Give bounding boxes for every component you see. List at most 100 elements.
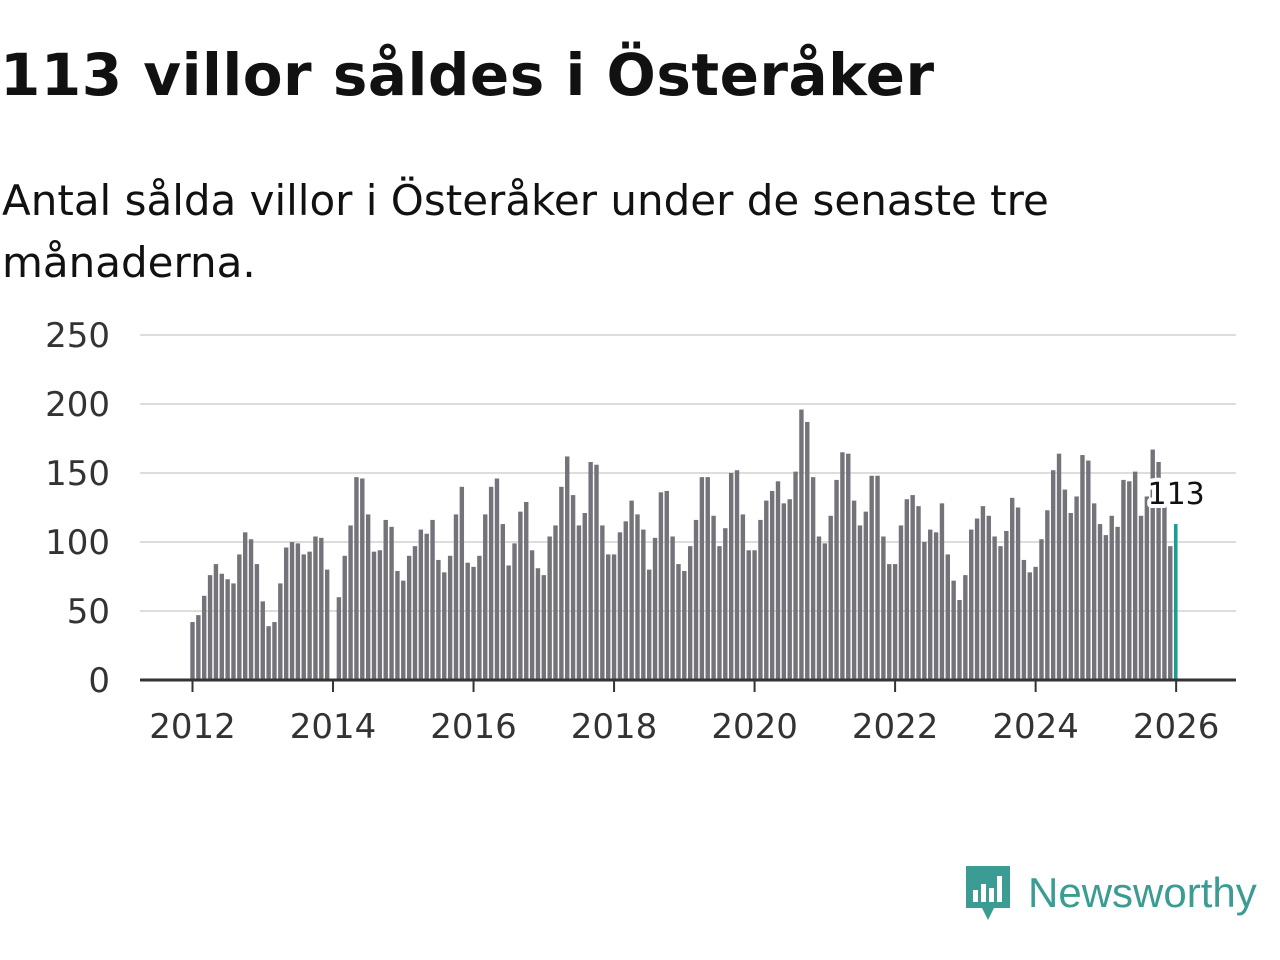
bar: [693, 519, 699, 680]
bar: [740, 514, 746, 680]
bar: [506, 565, 511, 680]
bar: [324, 569, 330, 680]
bar: [910, 495, 915, 680]
bar: [1144, 496, 1150, 680]
bar: [524, 501, 529, 680]
bar: [775, 481, 781, 680]
bar: [957, 599, 962, 680]
bar: [225, 579, 230, 680]
bar: [764, 500, 769, 680]
bar: [1156, 461, 1161, 680]
bar: [213, 564, 219, 680]
bar: [424, 533, 429, 680]
bar: [799, 409, 804, 680]
bar: [248, 539, 254, 680]
bar: [1062, 489, 1068, 680]
bar: [728, 473, 734, 680]
bar-highlight: [1173, 524, 1178, 680]
bar: [1121, 479, 1126, 680]
bar: [465, 562, 470, 680]
bar: [980, 506, 986, 680]
bar: [1103, 535, 1109, 680]
bar: [383, 519, 388, 680]
bar: [436, 559, 441, 680]
highlight-data-label: 113: [1148, 477, 1205, 512]
bar: [857, 525, 863, 680]
bar: [272, 622, 277, 680]
bar: [875, 475, 880, 680]
bar: [283, 547, 289, 680]
bar: [518, 511, 523, 680]
bar: [342, 555, 347, 680]
bar: [846, 453, 851, 680]
bar: [951, 580, 956, 680]
bar: [928, 529, 933, 680]
bar: [1033, 566, 1038, 680]
bar: [816, 536, 822, 680]
bar: [1109, 515, 1114, 680]
bar: [395, 570, 400, 680]
bar: [576, 525, 582, 680]
bar: [974, 518, 980, 680]
bar: [301, 554, 306, 680]
x-tick-label: 2026: [1133, 707, 1220, 747]
bar: [319, 537, 324, 680]
bar: [295, 543, 301, 680]
bar: [1091, 503, 1097, 680]
bar: [242, 532, 248, 680]
bar: [822, 543, 828, 680]
bar: [348, 525, 353, 680]
bar: [769, 490, 775, 680]
bar: [851, 500, 857, 680]
bar: [705, 477, 710, 680]
bar: [646, 569, 652, 680]
bar: [559, 486, 564, 680]
bar: [588, 461, 593, 680]
bar: [278, 583, 283, 680]
bar: [963, 575, 968, 680]
bar: [1074, 496, 1079, 680]
bar: [699, 477, 705, 680]
bar: [600, 525, 605, 680]
bar: [365, 514, 371, 680]
bar: [594, 464, 599, 680]
x-tick-label: 2022: [852, 707, 939, 747]
bar: [1027, 572, 1032, 680]
bar: [881, 536, 886, 680]
bar: [1080, 455, 1085, 680]
x-tick-label: 2016: [430, 707, 517, 747]
bar: [565, 456, 570, 680]
bar: [840, 452, 845, 680]
bar: [512, 543, 517, 680]
bar: [916, 506, 921, 680]
bar: [430, 519, 435, 680]
bar: [488, 486, 494, 680]
bar: [711, 515, 716, 680]
bar: [289, 542, 295, 680]
bar: [682, 570, 687, 680]
bar: [1138, 515, 1144, 680]
bar: [805, 421, 810, 680]
bar: [412, 546, 418, 680]
bar: [1004, 530, 1009, 680]
bar: [1050, 470, 1056, 680]
bar: [535, 568, 541, 680]
bar: [810, 477, 816, 680]
bar: [266, 626, 271, 680]
bar: [336, 597, 342, 680]
bar: [922, 542, 927, 680]
bar: [734, 470, 740, 680]
y-tick-label: 150: [45, 454, 110, 494]
bar: [1127, 481, 1132, 680]
bar: [389, 526, 394, 680]
bar: [360, 478, 365, 680]
bar: [752, 550, 757, 680]
bar: [354, 477, 359, 680]
x-tick-label: 2020: [711, 707, 798, 747]
bar: [494, 478, 500, 680]
bar: [260, 601, 265, 680]
bar-chart: 0 50 100 150 200 250 2012 2014 2016 2018 2020 2022 2…: [45, 316, 1236, 747]
bar: [1097, 524, 1103, 680]
bar: [307, 551, 312, 680]
chart-subtitle: Antal sålda villor i Österåker under de …: [2, 176, 1049, 287]
